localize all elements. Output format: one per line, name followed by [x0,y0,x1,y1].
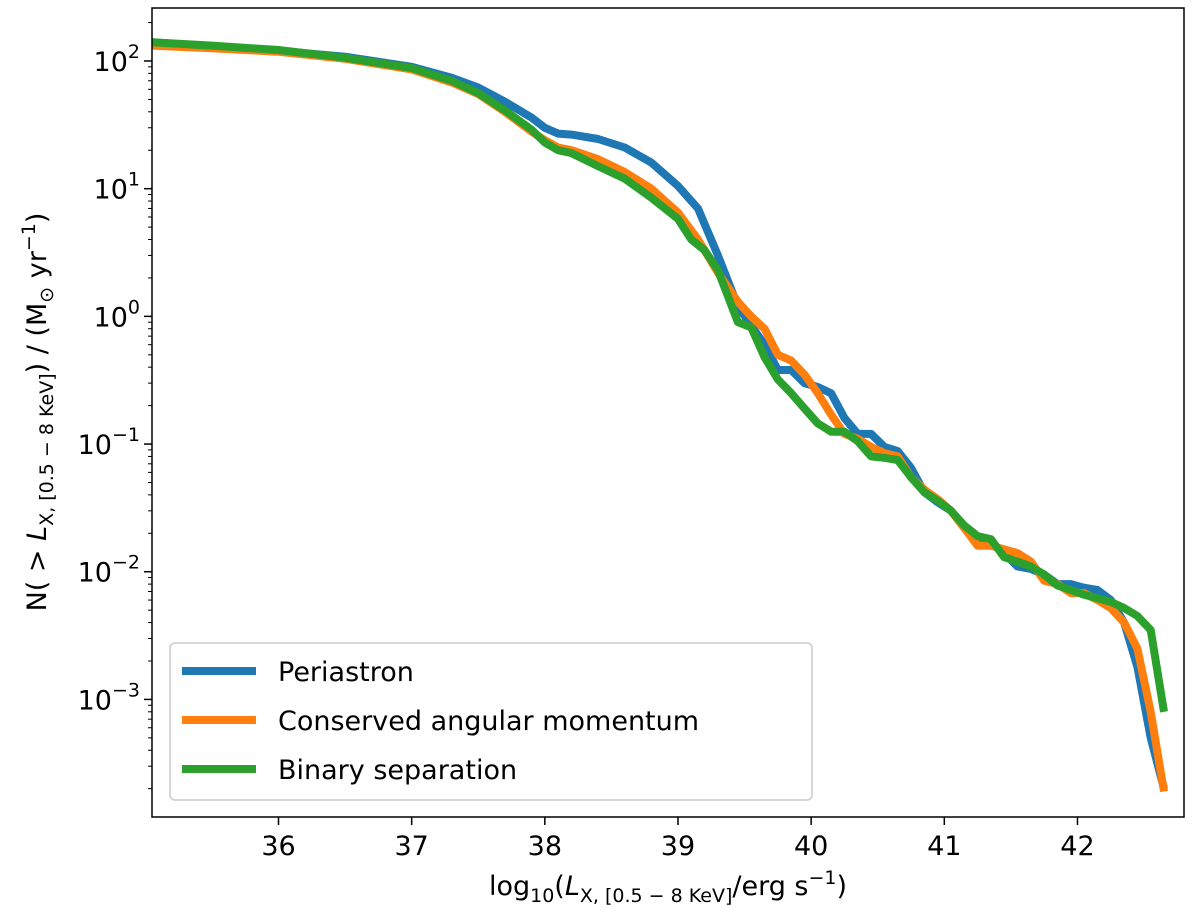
y-axis: 10−3 10−2 10−1 100 101 102 [78,22,152,790]
x-tick-label: 37 [394,831,428,862]
x-axis-label-prefix: log [489,871,530,902]
y-tick-label: 101 [94,169,140,206]
y-axis-label-msun-sub: ⊙ [36,287,58,303]
y-tick-label: 100 [94,296,140,333]
legend-label-binary-separation: Binary separation [278,755,517,786]
x-tick-label: 39 [661,831,695,862]
y-axis-label-var: L [22,526,53,541]
y-axis-label-middle: ) / (M [22,303,53,374]
legend-label-periastron: Periastron [278,657,414,688]
legend-box [169,642,813,801]
x-tick-label: 42 [1060,831,1094,862]
series-layer [152,38,1168,793]
x-axis-label: log10(LX, [0.5 − 8 KeV]/erg s−1) [489,867,847,907]
x-tick-label: 40 [794,831,828,862]
x-axis-label-close: ) [837,871,848,902]
x-axis-label-prefix-sub: 10 [530,885,554,907]
legend-label-conserved-angular-momentum: Conserved angular momentum [278,706,699,737]
y-axis-label-unit-sup: −1 [18,223,40,251]
x-tick-label: 41 [927,831,961,862]
x-tick-label: 36 [261,831,295,862]
y-axis-label-var-sub: X, [0.5 − 8 KeV] [36,373,58,525]
y-tick-label: 10−3 [78,679,140,716]
y-axis-label-close: ) [22,213,53,224]
x-axis-label-var-sub: X, [0.5 − 8 KeV] [580,885,732,907]
y-axis-label-prefix: N( > [22,541,53,612]
y-tick-label: 10−2 [78,552,140,589]
x-axis-label-var: L [565,871,580,902]
series-line-binary-separation [152,38,1168,713]
y-tick-label: 10−1 [78,424,140,461]
y-axis-label-unit: yr [22,250,53,287]
plot-frame [151,7,1185,818]
x-axis-label-open: ( [554,871,565,902]
x-tick-label: 38 [528,831,562,862]
y-axis-label: N( > LX, [0.5 − 8 KeV]) / (M⊙ yr−1) [18,213,58,612]
x-axis: 36 37 38 39 40 41 42 [261,817,1095,862]
legend: Periastron Conserved angular momentum Bi… [169,642,813,801]
x-axis-label-unit-sup: −1 [808,867,836,889]
x-axis-label-unit: /erg s [732,871,808,902]
y-tick-label: 102 [94,41,140,78]
